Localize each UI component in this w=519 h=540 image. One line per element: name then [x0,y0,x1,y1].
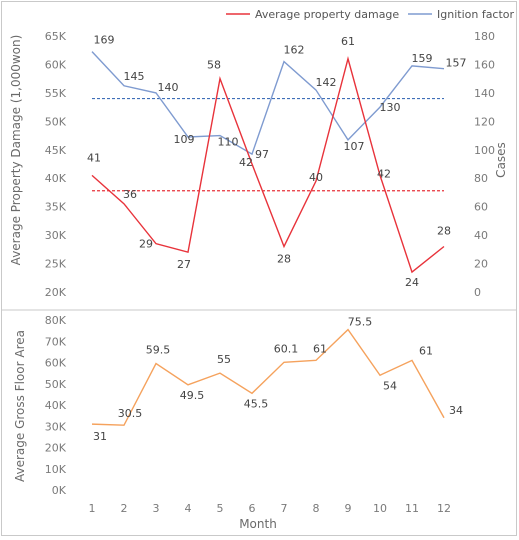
data-label-gross-floor-area: 61 [313,342,327,355]
top-y2-tick-label: 120 [474,115,495,128]
top-y-tick-label: 65K [45,30,67,43]
top-y-tick-label: 35K [45,201,67,214]
top-y2-tick-label: 160 [474,58,495,71]
top-chart-reference-lines [92,97,444,192]
x-tick-label: 1 [89,502,96,515]
x-axis-ticks: 1 2 3 4 5 6 7 8 9 10 11 12 [89,502,452,515]
legend-label-damage: Average property damage [255,8,399,21]
data-label-ignition: 157 [446,57,467,70]
data-label-damage: 36 [123,188,137,201]
top-y-tick-label: 45K [45,144,67,157]
data-label-ignition: 107 [344,140,365,153]
data-label-ignition: 97 [255,148,269,161]
x-tick-label: 9 [345,502,352,515]
top-y-tick-label: 50K [45,115,67,128]
data-label-ignition: 140 [158,81,179,94]
x-tick-label: 4 [185,502,192,515]
x-tick-label: 7 [281,502,288,515]
data-label-gross-floor-area: 45.5 [244,397,269,410]
data-label-gross-floor-area: 75.5 [348,316,373,329]
top-y2-axis-title: Cases [494,142,508,178]
data-label-damage: 42 [377,167,391,180]
top-y-tick-label: 40K [45,172,67,185]
data-label-ignition: 145 [124,70,145,83]
bottom-y-tick-label: 80K [45,314,67,327]
data-label-gross-floor-area: 49.5 [180,389,205,402]
data-label-damage: 27 [177,258,191,271]
bottom-y-tick-label: 0K [52,484,67,497]
data-label-damage: 24 [405,276,419,289]
top-y-tick-label: 25K [45,258,67,271]
series-line-average-property-damage [91,56,445,274]
top-y-axis-title-line1: Average Property Damage (1,000won) [9,35,23,266]
x-tick-label: 2 [121,502,128,515]
top-y2-tick-label: 0 [474,286,481,299]
bottom-y-axis-title: Average Gross Floor Area [13,330,27,482]
data-label-damage: 61 [341,35,355,48]
top-y-tick-label: 55K [45,87,67,100]
bottom-y-tick-label: 20K [45,442,67,455]
data-label-gross-floor-area: 34 [449,404,463,417]
data-label-damage: 42 [239,156,253,169]
bottom-y-tick-label: 50K [45,378,67,391]
bottom-chart-lines [91,328,445,426]
top-y2-tick-label: 180 [474,30,495,43]
x-tick-label: 11 [405,502,419,515]
x-tick-label: 3 [153,502,160,515]
data-label-damage: 29 [139,238,153,251]
data-label-damage: 58 [207,59,221,72]
data-label-gross-floor-area: 54 [383,379,397,392]
bottom-y-tick-label: 40K [45,399,67,412]
top-y2-tick-label: 40 [474,229,488,242]
data-label-damage: 40 [309,171,323,184]
bottom-y-tick-label: 30K [45,420,67,433]
bottom-y-tick-label: 10K [45,463,67,476]
series-line-gross-floor-area [91,328,445,426]
top-chart-data-labels: 41 36 29 27 58 42 28 40 61 42 24 28 169 145 140 109 110 9… [87,34,467,289]
data-label-gross-floor-area: 31 [93,430,107,443]
data-label-ignition: 142 [316,76,337,89]
series-line-ignition-factor [91,51,445,156]
x-axis-title: Month [239,517,277,531]
top-chart-lines [91,51,445,274]
x-tick-label: 8 [313,502,320,515]
top-y2-tick-label: 60 [474,201,488,214]
x-tick-label: 5 [217,502,224,515]
x-tick-label: 10 [373,502,387,515]
data-label-ignition: 130 [380,101,401,114]
data-label-ignition: 110 [218,136,239,149]
top-y-tick-label: 60K [45,58,67,71]
x-tick-label: 12 [437,502,451,515]
bottom-y-tick-label: 60K [45,357,67,370]
top-y2-tick-label: 80 [474,172,488,185]
x-tick-label: 6 [249,502,256,515]
bottom-y-tick-label: 70K [45,335,67,348]
top-y2-tick-label: 20 [474,258,488,271]
data-label-gross-floor-area: 60.1 [274,342,299,355]
data-label-damage: 28 [437,224,451,237]
data-label-gross-floor-area: 55 [217,353,231,366]
top-chart-ticks: 65K 60K 55K 50K 45K 40K 35K 30K 25K 20K 180 160 140 1… [45,30,495,299]
top-y-axis-title: Average Property Damage (1,000won) [9,35,23,266]
top-y2-tick-label: 100 [474,144,495,157]
top-y-tick-label: 30K [45,229,67,242]
data-label-ignition: 159 [412,52,433,65]
data-label-gross-floor-area: 61 [419,344,433,357]
data-label-gross-floor-area: 30.5 [118,407,143,420]
data-label-damage: 41 [87,151,101,164]
legend-label-ignition: Ignition factor [437,8,515,21]
data-label-damage: 28 [277,252,291,265]
data-label-ignition: 162 [284,44,305,57]
data-label-gross-floor-area: 59.5 [146,344,171,357]
top-y-tick-label: 20K [45,286,67,299]
data-label-ignition: 109 [174,133,195,146]
data-label-ignition: 169 [94,34,115,47]
bottom-chart-ticks: 80K 70K 60K 50K 40K 30K 20K 10K 0K [45,314,67,497]
legend: Average property damage Ignition factor [226,8,515,21]
bottom-chart-data-labels: 31 30.5 59.5 49.5 55 45.5 60.1 61 75.5 54 61 34 [93,316,463,444]
top-y2-tick-label: 140 [474,87,495,100]
